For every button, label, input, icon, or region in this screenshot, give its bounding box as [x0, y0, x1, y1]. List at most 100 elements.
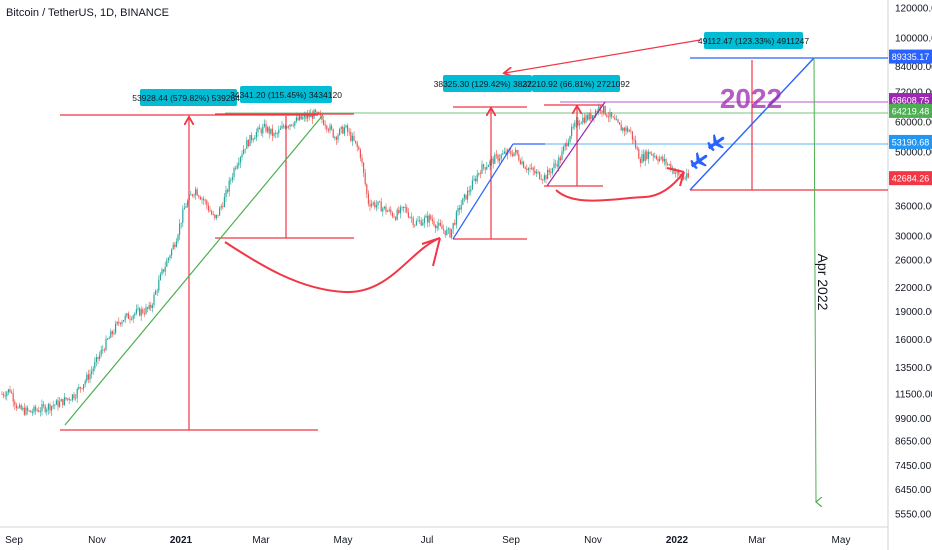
candle-body [11, 392, 13, 394]
label-pointer-arrow[interactable] [505, 39, 701, 73]
candle-body [185, 206, 187, 208]
candle-body [196, 189, 198, 196]
candle-body [555, 163, 557, 165]
candle-body [231, 177, 233, 180]
candle-body [446, 229, 448, 235]
curve-arrow-2[interactable] [555, 171, 685, 202]
measure-3[interactable] [453, 106, 527, 240]
y-tick-label: 11500.00 [895, 390, 932, 401]
candle-body [273, 133, 275, 136]
candle-body [263, 123, 265, 127]
candle-body [316, 111, 318, 113]
candle-body [167, 257, 169, 261]
candle-body [156, 290, 158, 292]
candle-body [663, 159, 665, 162]
candle-body [78, 386, 80, 389]
candle-body [569, 136, 571, 142]
candle-body [588, 113, 590, 120]
candle-body [222, 206, 224, 207]
candle-body [441, 225, 443, 230]
candle-body [558, 157, 560, 167]
candle-body [103, 349, 105, 351]
measure-1[interactable] [60, 114, 318, 431]
price-axis[interactable]: 120000.00100000.0084000.0072000.0060000.… [895, 4, 932, 521]
candle-body [403, 206, 405, 208]
candle-body [239, 157, 241, 163]
candle-body [107, 338, 109, 340]
candle-body [153, 294, 155, 306]
candle-body [591, 115, 593, 120]
candle-body [535, 171, 537, 174]
candle-body [100, 349, 102, 355]
candle-body [684, 178, 686, 180]
candle-body [323, 119, 325, 125]
candle-body [247, 140, 249, 147]
candle-body [129, 318, 131, 320]
candle-body [579, 123, 581, 126]
candle-body [655, 156, 657, 159]
time-projection-arrow[interactable] [813, 57, 816, 502]
measure-4[interactable] [544, 104, 603, 187]
candle-body [487, 165, 489, 168]
candle-body [71, 394, 73, 400]
candle-body [561, 151, 563, 161]
candle-body [395, 217, 397, 220]
candle-body [59, 401, 61, 407]
curve-arrow-1[interactable] [224, 237, 441, 294]
candle-body [12, 393, 14, 402]
candle-body [15, 404, 17, 409]
candle-body [598, 106, 600, 112]
candle-body [124, 315, 126, 321]
measure-label-5[interactable]: 49112.47 (123.33%) 4911247 [698, 32, 809, 49]
candle-body [199, 197, 201, 200]
measure-2[interactable] [215, 113, 354, 239]
measure-label-2-text: 34341.20 (115.45%) 3434120 [230, 90, 342, 100]
green-trendline[interactable] [64, 114, 324, 426]
measure-label-4[interactable]: 27210.92 (66.81%) 2721092 [522, 75, 630, 92]
measure-label-3[interactable]: 38325.30 (129.42%) 383253 [434, 75, 542, 92]
candle-body [171, 249, 173, 256]
candle-body [147, 307, 149, 309]
candle-body [371, 203, 373, 207]
candle-body [603, 105, 605, 113]
candle-body [297, 117, 299, 121]
measure-label-2[interactable]: 34341.20 (115.45%) 3434120 [230, 86, 342, 103]
time-axis[interactable]: Sep Nov 2021 Mar May Jul Sep Nov 2022 Mar May [5, 535, 850, 546]
candle-body [387, 211, 389, 212]
x-tick-label: 2021 [170, 535, 193, 546]
candle-body [518, 154, 520, 161]
candle-body [484, 167, 486, 170]
candle-body [99, 354, 101, 359]
candle-body [57, 400, 59, 407]
candle-body [438, 223, 440, 226]
candle-body [475, 178, 477, 182]
y-tick-label: 60000.00 [895, 118, 932, 129]
y-tick-label: 84000.00 [895, 62, 932, 73]
y-tick-label: 16000.00 [895, 335, 932, 346]
candle-body [331, 125, 333, 130]
candle-body [615, 119, 617, 121]
candle-body [270, 128, 272, 134]
candle-body [259, 127, 261, 130]
candle-body [516, 149, 518, 155]
candle-body [422, 222, 424, 226]
projection-line[interactable] [689, 57, 815, 191]
candle-body [465, 194, 467, 200]
candle-body [375, 205, 377, 208]
blue-channel-1[interactable] [452, 143, 545, 240]
candle-body [87, 374, 89, 380]
candle-body [457, 207, 459, 212]
candle-body [126, 313, 128, 316]
measure-label-1[interactable]: 53928.44 (579.82%) 5392844 [132, 89, 245, 106]
candle-body [4, 395, 6, 397]
candle-body [667, 164, 669, 166]
candle-body [140, 309, 142, 316]
measure-label-1-text: 53928.44 (579.82%) 5392844 [132, 93, 245, 103]
candle-body [132, 315, 134, 320]
purple-trendline[interactable] [546, 101, 606, 187]
candle-body [430, 215, 432, 220]
y-tick-label: 120000.00 [895, 4, 932, 15]
y-tick-label: 36000.00 [895, 202, 932, 213]
